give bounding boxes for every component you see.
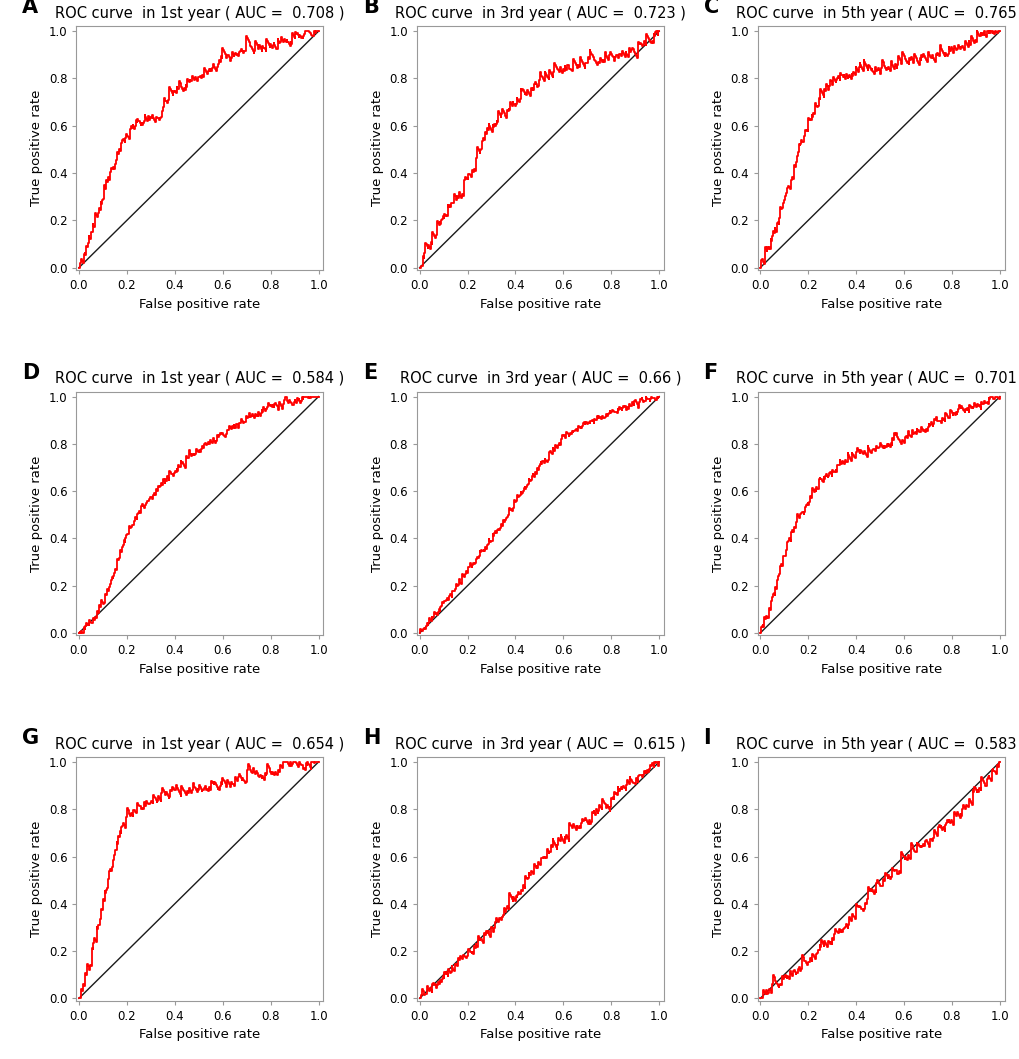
Y-axis label: True positive rate: True positive rate: [31, 455, 43, 572]
X-axis label: False positive rate: False positive rate: [140, 663, 260, 676]
X-axis label: False positive rate: False positive rate: [480, 663, 600, 676]
Y-axis label: True positive rate: True positive rate: [371, 90, 383, 207]
Y-axis label: True positive rate: True positive rate: [711, 455, 723, 572]
Title: ROC curve  in 5th year ( AUC =  0.701 ): ROC curve in 5th year ( AUC = 0.701 ): [735, 372, 1019, 387]
X-axis label: False positive rate: False positive rate: [480, 298, 600, 310]
Title: ROC curve  in 5th year ( AUC =  0.583 ): ROC curve in 5th year ( AUC = 0.583 ): [735, 737, 1019, 752]
Y-axis label: True positive rate: True positive rate: [31, 90, 43, 207]
Title: ROC curve  in 5th year ( AUC =  0.765 ): ROC curve in 5th year ( AUC = 0.765 ): [735, 6, 1019, 21]
Y-axis label: True positive rate: True positive rate: [371, 455, 383, 572]
Text: B: B: [363, 0, 378, 17]
X-axis label: False positive rate: False positive rate: [140, 298, 260, 310]
Text: C: C: [703, 0, 718, 17]
Text: G: G: [22, 728, 40, 748]
Title: ROC curve  in 1st year ( AUC =  0.584 ): ROC curve in 1st year ( AUC = 0.584 ): [55, 372, 344, 387]
Text: I: I: [703, 728, 710, 748]
Y-axis label: True positive rate: True positive rate: [711, 90, 723, 207]
X-axis label: False positive rate: False positive rate: [480, 1028, 600, 1041]
Text: H: H: [363, 728, 380, 748]
X-axis label: False positive rate: False positive rate: [820, 663, 941, 676]
Y-axis label: True positive rate: True positive rate: [371, 821, 383, 937]
X-axis label: False positive rate: False positive rate: [820, 1028, 941, 1041]
Title: ROC curve  in 1st year ( AUC =  0.708 ): ROC curve in 1st year ( AUC = 0.708 ): [55, 6, 344, 21]
Title: ROC curve  in 1st year ( AUC =  0.654 ): ROC curve in 1st year ( AUC = 0.654 ): [55, 737, 344, 752]
Text: F: F: [703, 362, 717, 382]
Title: ROC curve  in 3rd year ( AUC =  0.723 ): ROC curve in 3rd year ( AUC = 0.723 ): [394, 6, 686, 21]
Y-axis label: True positive rate: True positive rate: [31, 821, 43, 937]
Text: A: A: [22, 0, 39, 17]
Y-axis label: True positive rate: True positive rate: [711, 821, 723, 937]
X-axis label: False positive rate: False positive rate: [820, 298, 941, 310]
X-axis label: False positive rate: False positive rate: [140, 1028, 260, 1041]
Title: ROC curve  in 3rd year ( AUC =  0.66 ): ROC curve in 3rd year ( AUC = 0.66 ): [399, 372, 681, 387]
Text: E: E: [363, 362, 377, 382]
Text: D: D: [22, 362, 40, 382]
Title: ROC curve  in 3rd year ( AUC =  0.615 ): ROC curve in 3rd year ( AUC = 0.615 ): [394, 737, 686, 752]
